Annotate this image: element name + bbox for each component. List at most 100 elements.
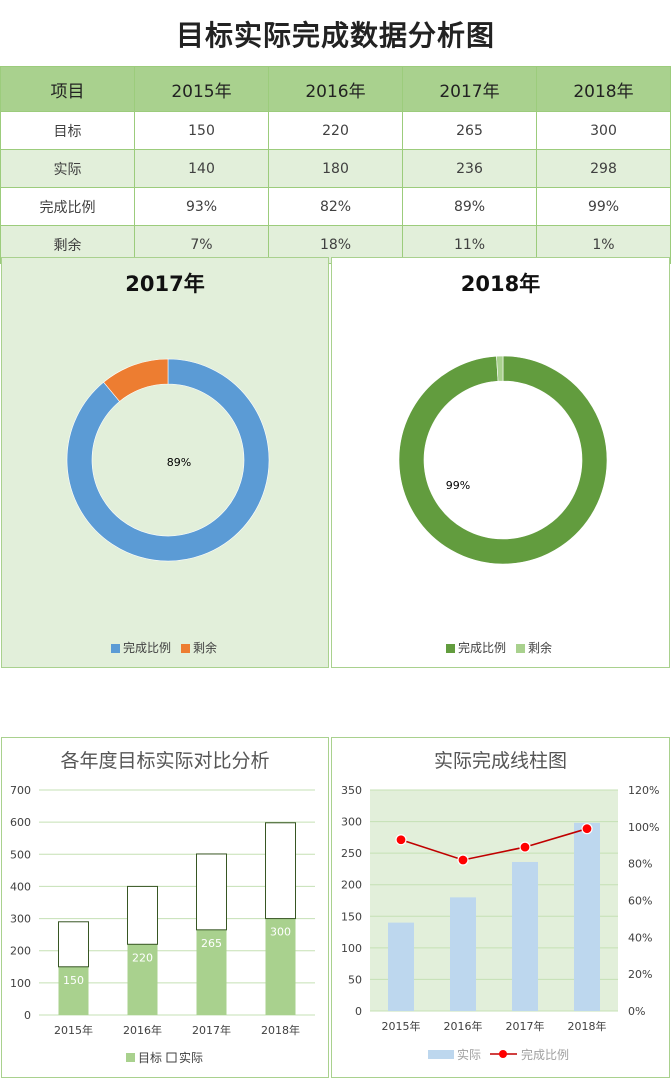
line-completion-ratio [400,827,588,861]
legend-swatch [126,1053,135,1062]
table-cell: 300 [536,111,671,150]
x-tick-label: 2017年 [506,1019,545,1033]
table-cell: 298 [536,149,671,188]
bar-data-label: 220 [132,951,153,964]
y-tick-label: 0 [24,1009,31,1022]
table-header-cell: 2015年 [134,66,269,112]
bar-data-label: 150 [63,974,84,987]
legend-marker [499,1050,507,1058]
line-marker [395,834,407,846]
bar-actual [58,921,89,968]
line-marker [457,854,469,866]
bar-actual [388,922,414,1011]
y2-tick-label: 80% [628,858,652,871]
donut-2017-chart: 89% 完成比例 剩余 [66,358,270,655]
donut-slice-done [66,358,270,562]
y2-tick-label: 0% [628,1005,645,1018]
x-tick-label: 2017年 [192,1023,231,1037]
donut-slice-remaining [496,355,504,382]
table-cell: 265 [402,111,537,150]
y-tick-label: 600 [10,816,31,829]
bar-actual [512,861,538,1011]
table-cell: 89% [402,187,537,226]
legend-swatch [111,644,120,653]
table-cell: 99% [536,187,671,226]
legend-label: 完成比例 [458,640,506,655]
table-header-cell: 2018年 [536,66,671,112]
bar-actual [450,897,476,1011]
legend-swatch [428,1050,454,1059]
y-tick-label: 200 [10,945,31,958]
table-cell: 220 [268,111,403,150]
donut-slice-remaining [103,358,169,402]
bar-target [265,918,296,1015]
bar-chart-panel: 各年度目标实际对比分析 0 100 200 300 400 500 600 700 150 201… [1,737,329,1078]
donut-2017-title: 2017年 [125,272,205,296]
bar-actual [574,822,600,1011]
donut-data-label: 89% [167,456,191,469]
x-tick-label: 2015年 [54,1023,93,1037]
y-tick-label: 0 [355,1005,362,1018]
legend-label: 目标 [138,1051,162,1065]
table-row: 实际 140 180 236 298 [0,149,671,188]
table-cell: 140 [134,149,269,188]
bar-target [58,966,89,1015]
y-tick-label: 100 [341,942,362,955]
y2-tick-label: 40% [628,931,652,944]
table-cell: 93% [134,187,269,226]
table-row: 目标 150 220 265 300 [0,111,671,150]
donut-2018-panel: 2018年 99% 完成比例 剩余 [331,257,670,668]
table-header-cell: 项目 [0,66,135,112]
table-cell: 82% [268,187,403,226]
legend-label: 完成比例 [521,1047,569,1062]
combo-chart-panel: 实际完成线柱图 0 50 100 150 200 250 300 350 0% 20% 40% 60%… [331,737,670,1078]
y-tick-label: 350 [341,784,362,797]
legend-swatch [181,644,190,653]
bar-data-label: 265 [201,937,222,950]
table-cell: 150 [134,111,269,150]
y-tick-label: 700 [10,784,31,797]
table-header-cell: 2016年 [268,66,403,112]
y-tick-label: 100 [10,977,31,990]
x-tick-label: 2015年 [382,1019,421,1033]
donut-slice-done [398,355,608,565]
row-label: 完成比例 [0,187,135,226]
legend-swatch [516,644,525,653]
donut-2018-title: 2018年 [460,272,541,296]
donut-2017-panel: 2017年 89% 完成比例 剩余 [1,257,329,668]
row-label: 目标 [0,111,135,150]
y-tick-label: 150 [341,910,362,923]
bar-actual [265,822,296,920]
data-table: 项目 2015年 2016年 2017年 2018年 目标 150 220 26… [0,66,671,264]
y-tick-label: 300 [10,913,31,926]
y-tick-label: 50 [348,973,362,986]
legend-label: 实际 [179,1050,203,1065]
y-tick-label: 200 [341,879,362,892]
y-tick-label: 250 [341,847,362,860]
row-label: 实际 [0,149,135,188]
table-row: 完成比例 93% 82% 89% 99% [0,187,671,226]
y2-tick-label: 120% [628,784,659,797]
table-header-cell: 2017年 [402,66,537,112]
line-marker [519,841,531,853]
y-tick-label: 500 [10,848,31,861]
y2-tick-label: 20% [628,968,652,981]
donut-2018-chart: 99% 完成比例 剩余 [398,355,608,655]
bar-target [127,944,158,1015]
legend-label: 完成比例 [123,640,171,655]
page-title: 目标实际完成数据分析图 [175,19,495,52]
y2-tick-label: 60% [628,895,652,908]
bar-actual [127,885,158,945]
y-tick-label: 400 [10,880,31,893]
x-tick-label: 2018年 [261,1023,300,1037]
bar-chart: 0 100 200 300 400 500 600 700 150 2015年 220 2016年 26… [10,784,315,1065]
x-tick-label: 2016年 [123,1023,162,1037]
legend-label: 剩余 [528,640,552,655]
combo-chart-title: 实际完成线柱图 [433,750,567,772]
legend-label: 实际 [457,1047,481,1062]
bar-target [196,929,227,1015]
bar-actual [196,853,227,931]
legend-label: 剩余 [193,640,217,655]
y-tick-label: 300 [341,816,362,829]
legend-swatch [166,1052,177,1063]
